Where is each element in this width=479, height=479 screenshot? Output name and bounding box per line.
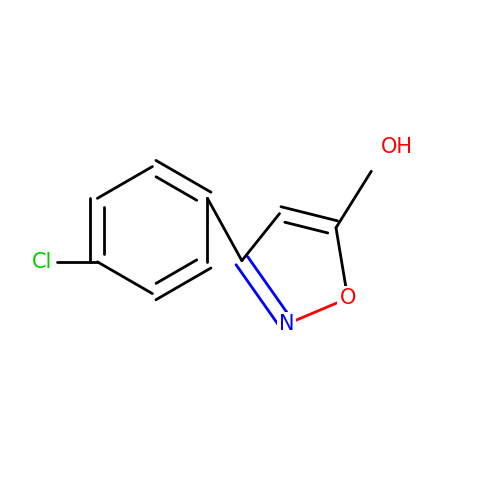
Text: Cl: Cl (32, 252, 53, 272)
Text: O: O (340, 288, 356, 308)
Text: N: N (279, 314, 294, 334)
Text: OH: OH (381, 137, 413, 157)
